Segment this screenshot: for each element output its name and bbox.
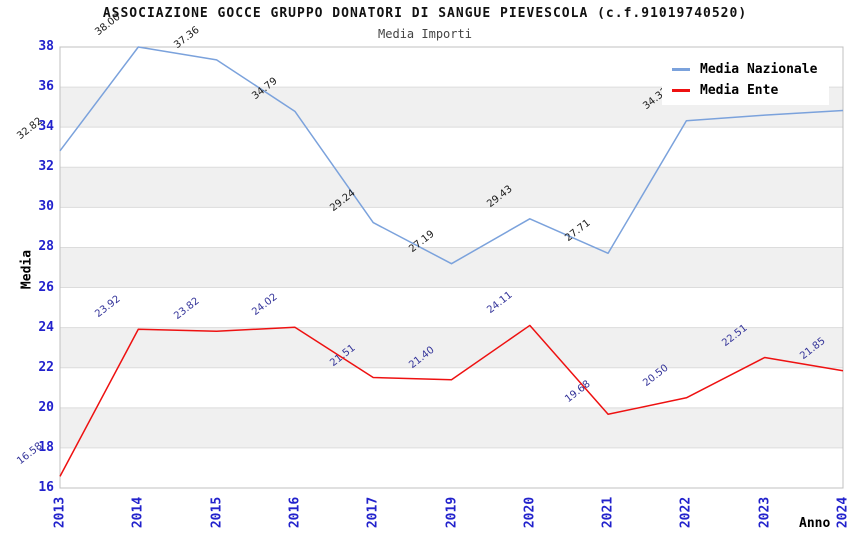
legend-label: Media Ente (700, 83, 779, 98)
series-line-nazionale (59, 46, 844, 265)
plot-band (60, 127, 843, 168)
plot-band (60, 167, 843, 208)
plot-band (60, 247, 843, 288)
plot-band (60, 367, 843, 408)
series-line-ente (59, 324, 844, 477)
legend: Media Nazionale Media Ente (662, 55, 830, 105)
plot-band (60, 447, 843, 488)
legend-label: Media Nazionale (700, 62, 818, 77)
legend-item-media-ente: Media Ente (672, 80, 817, 101)
legend-line-marker (672, 89, 690, 92)
x-axis-title: Anno (799, 516, 831, 531)
legend-line-marker (672, 68, 690, 71)
plot-band (60, 327, 843, 368)
plot-band (60, 287, 843, 328)
legend-item-media-nazionale: Media Nazionale (672, 59, 817, 80)
chart-subtitle: Media Importi (378, 27, 472, 41)
plot-border (59, 46, 844, 489)
chart-title: ASSOCIAZIONE GOCCE GRUPPO DONATORI DI SA… (102, 6, 748, 21)
plot-band (60, 407, 843, 448)
plot-band (60, 207, 843, 248)
